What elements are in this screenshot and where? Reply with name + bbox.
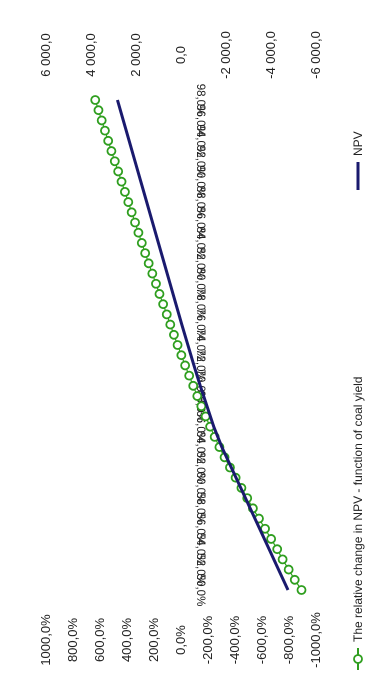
legend-label-relative-change: The relative change in NPV - function of… — [351, 377, 365, 642]
data-point — [180, 360, 191, 371]
category-tick-label: 88,0% — [194, 186, 206, 219]
category-tick-label: 76,0% — [194, 308, 206, 341]
left-axis-tick-label: -800,0% — [281, 615, 296, 664]
category-tick-label: 52,0% — [194, 553, 206, 586]
category-tick-label: 96,0% — [194, 104, 206, 137]
data-point — [176, 350, 187, 361]
data-point — [154, 289, 165, 299]
data-point — [100, 125, 110, 136]
category-tick-label: 58,0% — [194, 492, 206, 525]
category-tick-label: 64,0% — [194, 431, 206, 464]
data-point — [151, 278, 161, 289]
category-tick-label: 74,0% — [194, 329, 206, 362]
right-axis-tick-label: 4 000,0 — [83, 33, 98, 76]
category-tick-label: 98,0% — [194, 84, 206, 117]
data-point — [289, 574, 300, 585]
category-tick-label: 60,0% — [194, 472, 206, 505]
left-axis-tick-label: 0,0% — [173, 625, 188, 655]
left-axis-tick-label: -200,0% — [200, 615, 215, 664]
data-point — [266, 534, 277, 544]
data-point — [106, 146, 117, 156]
category-tick-label: 82,0% — [194, 247, 206, 280]
data-point — [147, 268, 158, 279]
left-axis-tick-label: 1000,0% — [38, 614, 53, 666]
category-tick-label: 78,0% — [194, 288, 206, 321]
data-point — [196, 401, 207, 412]
data-point — [120, 186, 130, 197]
right-axis-tick-label: 0,0 — [173, 46, 188, 64]
left-axis-tick-label: -1000,0% — [308, 612, 323, 668]
right-axis-tick-label: -6 000,0 — [308, 31, 323, 79]
right-axis-tick-label: -4 000,0 — [263, 31, 278, 79]
right-axis-tick-label: -2 000,0 — [218, 31, 233, 79]
category-tick-label: 54,0% — [194, 533, 206, 566]
data-point — [103, 135, 114, 146]
left-axis-tick-label: -600,0% — [254, 615, 269, 664]
data-point — [136, 238, 147, 248]
data-point — [113, 166, 124, 177]
right-axis-tick-label: 6 000,0 — [38, 33, 53, 76]
data-point — [116, 176, 127, 187]
data-point — [158, 299, 169, 310]
left-axis-ticks: 1000,0% 800,0% 600,0% 400,0% 200,0% 0,0% -200,… — [38, 612, 323, 668]
left-axis-tick-label: 400,0% — [119, 618, 134, 663]
data-point — [90, 95, 101, 105]
right-axis-ticks: 6 000,0 4 000,0 2 000,0 0,0 -2 000,0 -4 000,0… — [38, 31, 323, 79]
category-tick-label: 84,0% — [194, 227, 206, 260]
data-point — [169, 329, 179, 340]
category-axis-ticks: 50,0%52,0%54,0%56,0%58,0%60,0%62,0%64,0%… — [194, 84, 206, 607]
data-point — [133, 227, 144, 238]
data-point — [296, 585, 307, 595]
category-tick-label: 90,0% — [194, 165, 206, 198]
data-point — [184, 370, 195, 381]
series-layer — [90, 95, 307, 595]
data-point — [93, 105, 104, 116]
data-point — [143, 258, 154, 269]
data-point — [96, 115, 107, 126]
category-tick-label: 92,0% — [194, 145, 206, 178]
category-tick-label: 94,0% — [194, 125, 206, 158]
data-point — [126, 207, 137, 218]
data-point — [109, 156, 120, 167]
category-tick-label: 56,0% — [194, 512, 206, 545]
data-point — [172, 340, 183, 350]
data-point — [140, 248, 151, 259]
data-point — [123, 197, 134, 207]
series-line-npv — [116, 99, 290, 591]
category-tick-label: 62,0% — [194, 451, 206, 484]
legend: The relative change in NPV - function of… — [351, 131, 365, 670]
data-point — [283, 564, 294, 575]
data-point — [161, 309, 172, 320]
category-tick-label: 50,0% — [194, 574, 206, 607]
data-point — [277, 554, 288, 565]
category-tick-label: 86,0% — [194, 206, 206, 239]
data-point — [130, 217, 140, 228]
data-point — [165, 319, 176, 330]
data-point — [188, 380, 199, 391]
right-axis-tick-label: 2 000,0 — [128, 33, 143, 76]
legend-label-npv: NPV — [351, 131, 365, 156]
legend-marker-relative-change — [353, 654, 363, 664]
left-axis-tick-label: 200,0% — [146, 618, 161, 663]
data-point — [272, 544, 283, 555]
left-axis-tick-label: 600,0% — [92, 618, 107, 663]
category-tick-label: 80,0% — [194, 267, 206, 300]
left-axis-tick-label: 800,0% — [65, 618, 80, 663]
data-point — [192, 391, 203, 401]
left-axis-tick-label: -400,0% — [227, 615, 242, 664]
